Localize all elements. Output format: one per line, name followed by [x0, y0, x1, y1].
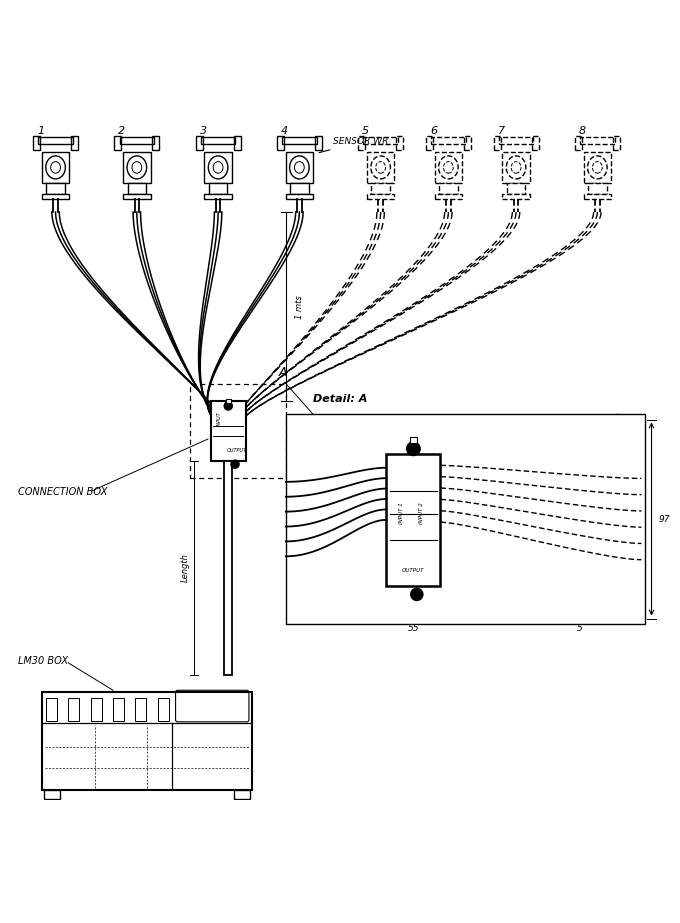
Text: OUTPUT: OUTPUT	[226, 449, 246, 453]
Bar	[499, 137, 533, 144]
Bar	[120, 137, 154, 144]
Bar	[128, 184, 146, 194]
Circle shape	[407, 442, 420, 456]
Text: 8: 8	[579, 126, 586, 136]
Text: 5: 5	[362, 126, 369, 136]
Ellipse shape	[511, 162, 521, 174]
Bar	[386, 454, 441, 586]
Text: 7: 7	[498, 126, 505, 136]
Bar	[367, 151, 394, 184]
Bar	[371, 184, 390, 194]
Text: Detail: A: Detail: A	[313, 394, 367, 404]
Bar	[123, 194, 151, 199]
Ellipse shape	[214, 162, 223, 174]
Text: 4: 4	[281, 126, 288, 136]
Text: INPUT: INPUT	[217, 412, 222, 426]
Bar	[426, 136, 432, 150]
Bar	[69, 698, 80, 721]
Bar	[282, 137, 317, 144]
Bar	[583, 194, 611, 199]
Bar	[367, 194, 394, 199]
Text: CONNECTION BOX: CONNECTION BOX	[18, 487, 107, 497]
Bar	[152, 136, 159, 150]
Text: INPUT 1: INPUT 1	[399, 503, 404, 524]
Text: SENSOR WR: SENSOR WR	[319, 138, 388, 152]
Bar	[44, 790, 61, 799]
Bar	[396, 136, 403, 150]
Text: 3: 3	[200, 126, 207, 136]
Bar	[46, 698, 57, 721]
Text: Length: Length	[181, 554, 190, 582]
Bar	[71, 136, 78, 150]
Circle shape	[224, 402, 233, 410]
Bar	[234, 790, 250, 799]
Bar	[41, 151, 69, 184]
Bar	[204, 151, 232, 184]
Bar	[204, 194, 232, 199]
Ellipse shape	[443, 162, 454, 174]
Bar	[588, 184, 607, 194]
Bar	[580, 137, 615, 144]
Text: A: A	[279, 366, 288, 378]
Circle shape	[231, 461, 239, 468]
Bar	[507, 184, 525, 194]
Text: OUTPUT: OUTPUT	[402, 568, 425, 573]
Bar	[290, 184, 309, 194]
Bar	[464, 136, 471, 150]
Bar	[114, 136, 121, 150]
Bar	[286, 151, 313, 184]
Bar	[224, 461, 233, 675]
Text: INPUT 2: INPUT 2	[419, 503, 424, 524]
Text: 97: 97	[658, 514, 670, 523]
Bar	[439, 184, 458, 194]
Bar	[33, 136, 40, 150]
Ellipse shape	[51, 162, 61, 174]
Bar	[494, 136, 500, 150]
Bar	[435, 194, 462, 199]
Bar	[613, 136, 619, 150]
Bar	[410, 438, 417, 443]
Bar	[113, 698, 124, 721]
Bar	[123, 151, 151, 184]
Bar	[503, 151, 530, 184]
Ellipse shape	[132, 162, 141, 174]
Bar	[234, 136, 241, 150]
Bar	[211, 402, 246, 461]
Bar	[90, 698, 101, 721]
Bar	[277, 136, 284, 150]
Bar	[358, 136, 365, 150]
Bar	[201, 137, 235, 144]
Bar	[286, 194, 313, 199]
Bar	[38, 137, 73, 144]
Ellipse shape	[592, 162, 602, 174]
Bar	[196, 136, 203, 150]
Bar	[46, 184, 65, 194]
Bar	[431, 137, 466, 144]
Text: LM30 BOX: LM30 BOX	[18, 656, 69, 666]
Text: 55: 55	[407, 624, 419, 633]
Bar	[315, 136, 322, 150]
Text: 85: 85	[634, 516, 646, 524]
Text: 2: 2	[118, 126, 126, 136]
Bar	[41, 194, 69, 199]
Bar	[503, 194, 530, 199]
Ellipse shape	[376, 162, 386, 174]
Text: 5: 5	[577, 624, 583, 633]
Text: 6: 6	[430, 126, 437, 136]
Bar	[575, 136, 582, 150]
Ellipse shape	[294, 162, 304, 174]
Bar	[363, 137, 398, 144]
Bar	[42, 691, 252, 790]
Bar	[135, 698, 146, 721]
Bar	[532, 136, 539, 150]
Bar	[209, 184, 227, 194]
Text: 1 mts: 1 mts	[294, 294, 304, 318]
Bar	[435, 151, 462, 184]
Text: 1: 1	[37, 126, 44, 136]
Bar	[286, 414, 645, 624]
Bar	[583, 151, 611, 184]
Bar	[226, 399, 231, 402]
Bar	[158, 698, 169, 721]
Circle shape	[411, 588, 423, 601]
